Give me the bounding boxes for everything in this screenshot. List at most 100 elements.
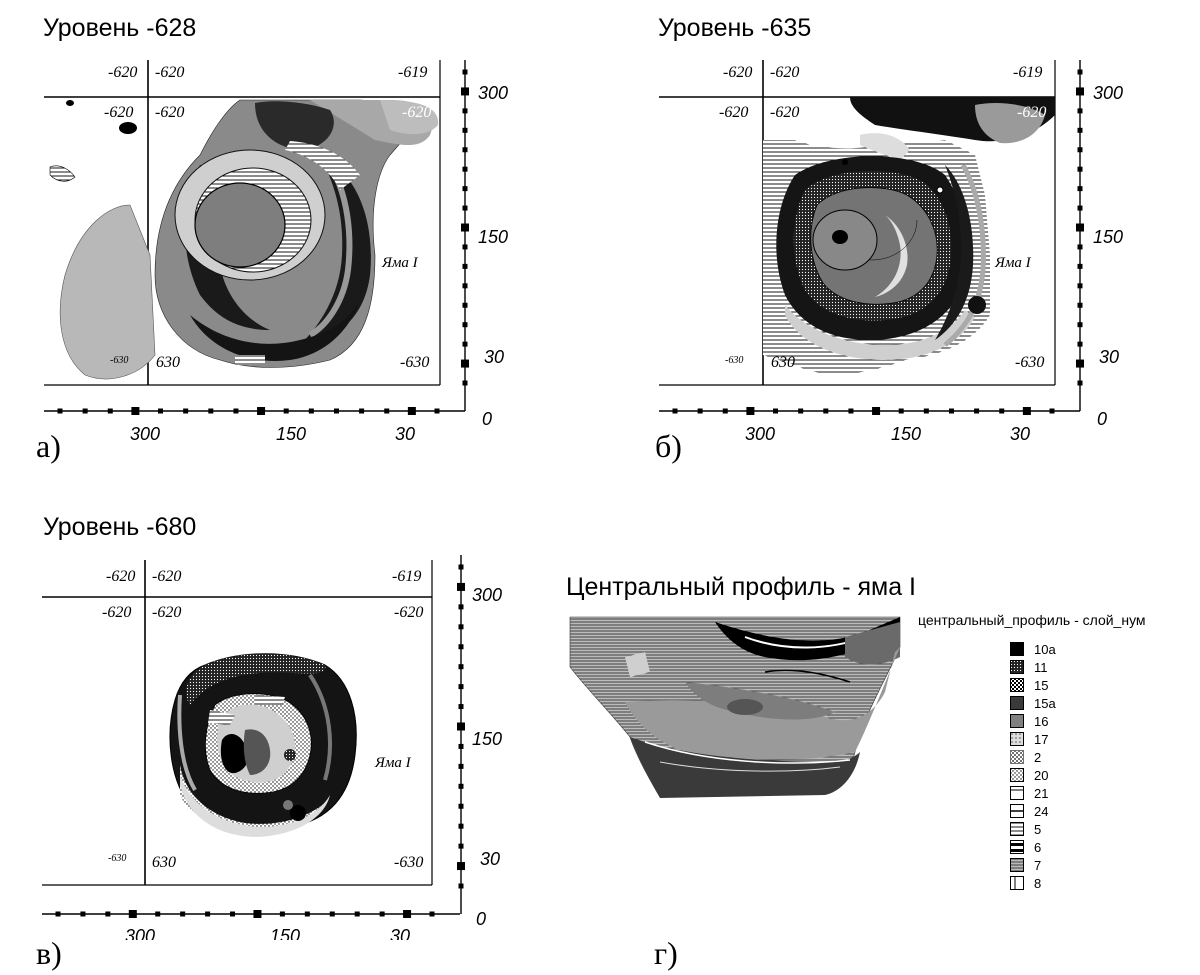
legend-swatch xyxy=(1010,660,1024,674)
y-tick-mark xyxy=(458,644,464,650)
y-tick-mark xyxy=(1077,322,1083,328)
y-tick-mark xyxy=(457,582,465,591)
x-tick-mark xyxy=(999,408,1005,414)
panel-v-letter: в) xyxy=(36,935,62,971)
corner-label: -620 xyxy=(108,64,137,81)
x-tick-label: 30 xyxy=(390,926,410,940)
x-tick-mark xyxy=(1049,408,1055,414)
x-tick-mark xyxy=(107,408,113,414)
legend-swatch xyxy=(1010,822,1024,836)
x-tick-mark xyxy=(329,911,335,917)
legend-item: 7 xyxy=(1010,856,1041,874)
legend-swatch xyxy=(1010,858,1024,872)
y-tick-mark xyxy=(1076,223,1084,232)
legend-item: 10а xyxy=(1010,640,1056,658)
panel-v-map: -620 -620 -619 -620 -620 -620 -630 630 -… xyxy=(42,555,502,940)
y-tick-mark xyxy=(1077,302,1083,308)
legend: 10а 11 15 15а 16 17 2 20 21 24 5 6 xyxy=(1010,640,1195,910)
y-tick-label: 30 xyxy=(480,849,500,869)
y-tick-mark xyxy=(1077,166,1083,172)
x-tick-mark xyxy=(974,408,980,414)
y-axis: 300 150 30 0 xyxy=(457,555,502,929)
x-tick-label: 150 xyxy=(276,424,306,440)
y-tick-mark xyxy=(1076,359,1084,368)
x-tick-mark xyxy=(82,408,88,414)
corner-label: 630 xyxy=(156,354,180,371)
y-axis: 300 150 30 0 xyxy=(461,60,508,429)
x-tick-mark xyxy=(403,910,412,918)
x-tick-mark xyxy=(672,408,678,414)
x-tick-mark xyxy=(155,911,161,917)
y-tick-mark xyxy=(462,69,468,75)
corner-label: -630 xyxy=(108,853,126,864)
x-tick-mark xyxy=(429,911,435,917)
y-tick-mark xyxy=(1077,263,1083,269)
x-tick-label: 300 xyxy=(130,424,160,440)
corner-label: -630 xyxy=(110,355,128,366)
legend-item: 20 xyxy=(1010,766,1048,784)
origin-label: 0 xyxy=(1097,409,1107,429)
y-tick-mark xyxy=(461,87,469,96)
legend-item: 11 xyxy=(1010,658,1048,676)
legend-label: 5 xyxy=(1034,821,1042,837)
y-tick-mark xyxy=(462,302,468,308)
y-tick-mark xyxy=(457,862,465,871)
panel-a-title: Уровень -628 xyxy=(43,14,197,42)
corner-label: -620 xyxy=(394,604,423,621)
x-tick-mark xyxy=(80,911,86,917)
corner-label: -620 xyxy=(770,64,799,81)
x-tick-mark xyxy=(57,408,63,414)
panel-b-title: Уровень -635 xyxy=(658,14,812,42)
x-tick-mark xyxy=(128,910,137,918)
x-tick-mark xyxy=(257,407,266,415)
corner-label: -620 xyxy=(155,64,184,81)
x-tick-mark xyxy=(230,911,236,917)
x-tick-mark xyxy=(407,407,416,415)
x-tick-mark xyxy=(354,911,360,917)
x-tick-label: 150 xyxy=(891,424,921,440)
x-tick-mark xyxy=(722,408,728,414)
corner-label: -619 xyxy=(392,568,421,585)
y-tick-mark xyxy=(457,722,465,731)
pit-layers xyxy=(763,97,1055,375)
y-tick-mark xyxy=(1077,244,1083,250)
y-tick-mark xyxy=(1076,87,1084,96)
y-tick-mark xyxy=(461,223,469,232)
corner-label: -620 xyxy=(152,568,181,585)
legend-label: 11 xyxy=(1034,659,1048,675)
origin-label: 0 xyxy=(476,909,486,929)
x-tick-mark xyxy=(359,408,365,414)
legend-item: 21 xyxy=(1010,784,1048,802)
y-tick-label: 150 xyxy=(478,227,508,247)
corner-label: -620 xyxy=(402,104,431,121)
legend-label: 16 xyxy=(1034,713,1049,729)
legend-label: 6 xyxy=(1034,839,1042,855)
y-tick-label: 300 xyxy=(472,585,502,605)
corner-label: -620 xyxy=(155,104,184,121)
y-tick-mark xyxy=(462,186,468,192)
y-tick-mark xyxy=(458,843,464,849)
corner-label: -630 xyxy=(725,355,743,366)
corner-label: -619 xyxy=(1013,64,1042,81)
x-tick-mark xyxy=(304,911,310,917)
legend-item: 15 xyxy=(1010,676,1048,694)
legend-item: 17 xyxy=(1010,730,1048,748)
x-tick-mark xyxy=(180,911,186,917)
y-tick-mark xyxy=(462,341,468,347)
y-tick-mark xyxy=(1077,205,1083,211)
y-tick-mark xyxy=(1077,341,1083,347)
legend-swatch xyxy=(1010,876,1024,890)
legend-swatch xyxy=(1010,714,1024,728)
corner-label: -619 xyxy=(398,64,427,81)
corner-label: -620 xyxy=(104,104,133,121)
y-tick-mark xyxy=(462,283,468,289)
legend-label: 15 xyxy=(1034,677,1049,693)
y-tick-mark xyxy=(1077,380,1083,386)
legend-swatch xyxy=(1010,696,1024,710)
corner-label: -620 xyxy=(770,104,799,121)
y-tick-mark xyxy=(462,147,468,153)
y-tick-mark xyxy=(462,205,468,211)
panel-b-letter: б) xyxy=(655,428,682,464)
x-tick-label: 30 xyxy=(1010,424,1030,440)
y-tick-mark xyxy=(458,684,464,690)
